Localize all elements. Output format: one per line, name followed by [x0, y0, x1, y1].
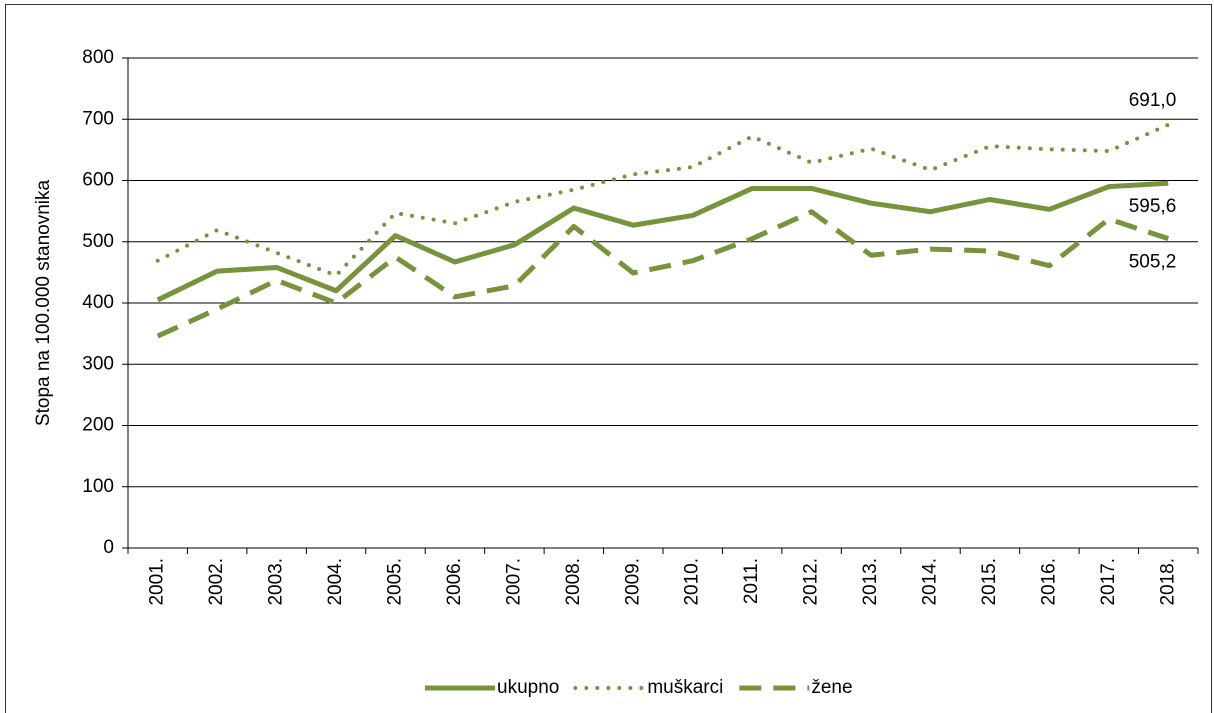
y-tick-label: 400: [82, 292, 114, 313]
x-tick-label: 2007.: [503, 558, 524, 606]
chart-border: [5, 4, 1212, 713]
legend-label: žene: [811, 677, 852, 698]
y-tick-label: 100: [82, 476, 114, 497]
x-tick-label: 2001.: [147, 558, 168, 606]
y-tick-label: 0: [103, 537, 114, 558]
y-tick-label: 800: [82, 47, 114, 68]
y-tick-label: 700: [82, 108, 114, 129]
x-tick-label: 2008.: [563, 558, 584, 606]
data-label: 691,0: [1129, 90, 1177, 111]
x-tick-label: 2016.: [1038, 558, 1059, 606]
y-tick-label: 300: [82, 353, 114, 374]
x-tick-label: 2015.: [979, 558, 1000, 606]
x-tick-label: 2014.: [920, 558, 941, 606]
legend-label: muškarci: [647, 677, 723, 698]
series-line: [156, 180, 1169, 303]
y-tick-label: 600: [82, 170, 114, 191]
data-label: 595,6: [1129, 196, 1177, 217]
legend-label: ukupno: [497, 677, 559, 698]
x-tick-label: 2002.: [206, 558, 227, 606]
x-tick-label: 2006.: [444, 558, 465, 606]
x-tick-label: 2004.: [325, 558, 346, 606]
x-tick-label: 2003.: [266, 558, 287, 606]
x-tick-label: 2005.: [385, 558, 406, 606]
x-tick-label: 2011.: [741, 558, 762, 604]
data-label: 505,2: [1129, 252, 1177, 273]
y-tick-label: 500: [82, 231, 114, 252]
x-tick-label: 2013.: [860, 558, 881, 606]
x-tick-label: 2010.: [682, 558, 703, 606]
y-axis-label: Stopa na 100.000 stanovnika: [33, 180, 54, 427]
x-tick-label: 2018.: [1157, 558, 1178, 606]
x-tick-label: 2009.: [622, 558, 643, 606]
x-tick-label: 2017.: [1098, 558, 1119, 606]
series-line: [156, 209, 1170, 339]
y-tick-label: 200: [82, 415, 114, 436]
x-tick-label: 2012.: [801, 558, 822, 606]
